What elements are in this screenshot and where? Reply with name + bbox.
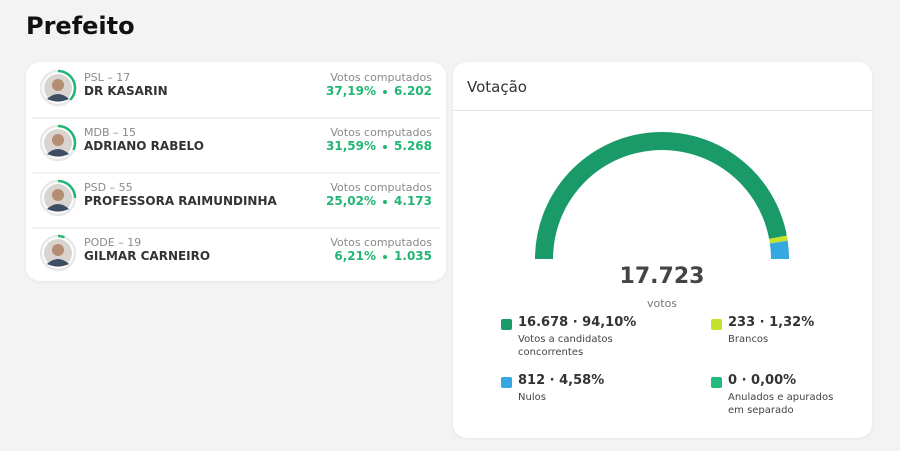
result: 25,02% 4.173 [326,194,432,208]
separator-dot [383,199,388,204]
separator-dot [383,254,388,259]
legend-label: Votos a candidatos concorrentes [518,334,613,358]
votes: 6.202 [394,84,432,98]
party-number: MDB – 15 [84,126,136,139]
status: Votos computados [330,71,432,84]
total-unit: votos [647,297,677,310]
candidate-row: PODE – 19 GILMAR CARNEIRO Votos computados… [26,227,446,282]
legend-swatch [711,319,722,330]
avatar-head [52,134,64,146]
avatar-body [47,149,69,157]
result: 31,59% 5.268 [326,139,432,153]
avatar [39,124,77,162]
gauge: 17.723 votos [535,132,789,310]
legend-swatch [501,319,512,330]
legend-value: 0 · 0,00% [728,373,797,388]
avatar [39,234,77,272]
gauge-segment [769,235,788,244]
votes: 4.173 [394,194,432,208]
legend-swatch [711,377,722,388]
party-number: PODE – 19 [84,236,142,249]
total: 17.723 [620,264,705,289]
candidate-row: PSL – 17 DR KASARIN Votos computados 37,19%… [26,62,446,117]
percent-ring [57,124,77,151]
party-number: PSL – 17 [84,71,131,84]
percent: 31,59% [326,139,377,153]
legend-label: Brancos [728,334,769,345]
legend-label: Nulos [518,392,546,403]
gauge-segment [769,240,789,260]
avatar-head [52,79,64,91]
candidate-name: GILMAR CARNEIRO [84,249,211,263]
percent-ring [57,179,77,199]
avatar [39,179,77,217]
candidate-name: ADRIANO RABELO [84,139,204,153]
legend-swatch [501,377,512,388]
avatar [39,69,77,107]
avatar-body [47,94,69,102]
separator-dot [383,89,388,94]
result: 6,21% 1.035 [334,249,432,263]
candidate-row: PSD – 55 PROFESSORA RAIMUNDINHA Votos comp… [26,172,446,227]
party-number: PSD – 55 [84,181,133,194]
votes: 1.035 [394,249,432,263]
status: Votos computados [330,236,432,249]
votes: 5.268 [394,139,432,153]
separator-dot [383,144,388,149]
avatar-head [52,189,64,201]
legend-value: 233 · 1,32% [728,315,815,330]
legend-value: 16.678 · 94,10% [518,315,637,330]
candidates-card: PSL – 17 DR KASARIN Votos computados 37,19%… [26,62,446,281]
percent-ring [57,69,77,101]
status: Votos computados [330,126,432,139]
percent: 37,19% [326,84,377,98]
page-title: Prefeito [26,12,135,40]
legend-value: 812 · 4,58% [518,373,605,388]
avatar-body [47,259,69,267]
card-title: Votação [467,78,527,96]
gauge-segment [535,132,787,260]
percent: 25,02% [326,194,377,208]
legend-label: Anulados e apurados em separado [728,392,834,416]
candidate-name: PROFESSORA RAIMUNDINHA [84,194,277,208]
candidate-row: MDB – 15 ADRIANO RABELO Votos computados 31… [26,117,446,172]
voting-card: Votação 17.723 votos 16.678 · 94,10% Voto… [453,62,872,438]
percent: 6,21% [334,249,377,263]
percent-ring [57,234,65,239]
avatar-body [47,204,69,212]
avatar-head [52,244,64,256]
divider [453,110,872,111]
result: 37,19% 6.202 [326,84,432,98]
candidate-name: DR KASARIN [84,84,168,98]
status: Votos computados [330,181,432,194]
